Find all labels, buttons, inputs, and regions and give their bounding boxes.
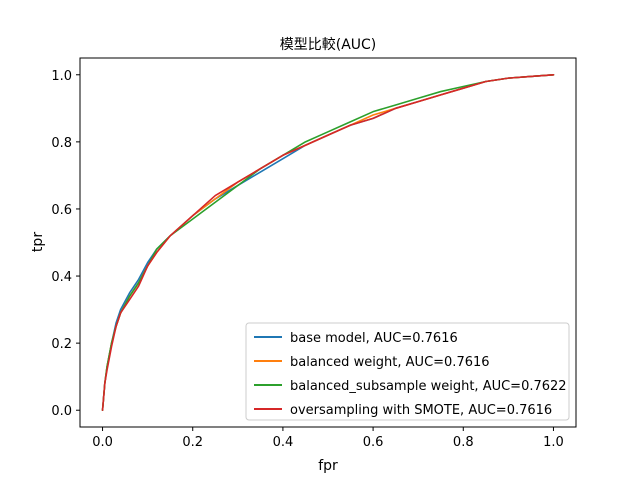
series-layer [101, 73, 555, 412]
x-tick-label: 1.0 [543, 435, 564, 450]
legend-box [245, 322, 570, 421]
x-tick-label: 0.4 [273, 435, 294, 450]
x-tick-label: 0.6 [363, 435, 384, 450]
y-axis-label: tpr [30, 232, 46, 252]
y-tick-label: 0.2 [51, 337, 72, 352]
x-tick-label: 0.2 [182, 435, 203, 450]
x-tick-label: 0.0 [92, 435, 113, 450]
chart-title: 模型比較(AUC) [280, 37, 377, 53]
series-line-3 [101, 73, 555, 412]
legend-label-3: oversampling with SMOTE, AUC=0.7616 [290, 403, 552, 418]
x-tick-label: 0.8 [453, 435, 474, 450]
y-tick-label: 0.4 [51, 270, 72, 285]
y-axis-ticks: 0.0 0.2 0.4 0.6 0.8 1.0 [51, 69, 80, 419]
x-axis-ticks: 0.0 0.2 0.4 0.6 0.8 1.0 [92, 427, 564, 450]
x-axis-label: fpr [318, 458, 338, 474]
legend-label-2: balanced_subsample weight, AUC=0.7622 [290, 379, 567, 394]
legend-label-1: balanced weight, AUC=0.7616 [290, 355, 490, 370]
plot-frame [79, 57, 577, 428]
y-tick-label: 0.8 [51, 136, 72, 151]
legend: base model, AUC=0.7616 balanced weight, A… [245, 322, 570, 421]
y-tick-label: 1.0 [51, 69, 72, 84]
y-tick-label: 0.0 [51, 404, 72, 419]
y-tick-label: 0.6 [51, 203, 72, 218]
legend-label-0: base model, AUC=0.7616 [290, 331, 458, 346]
